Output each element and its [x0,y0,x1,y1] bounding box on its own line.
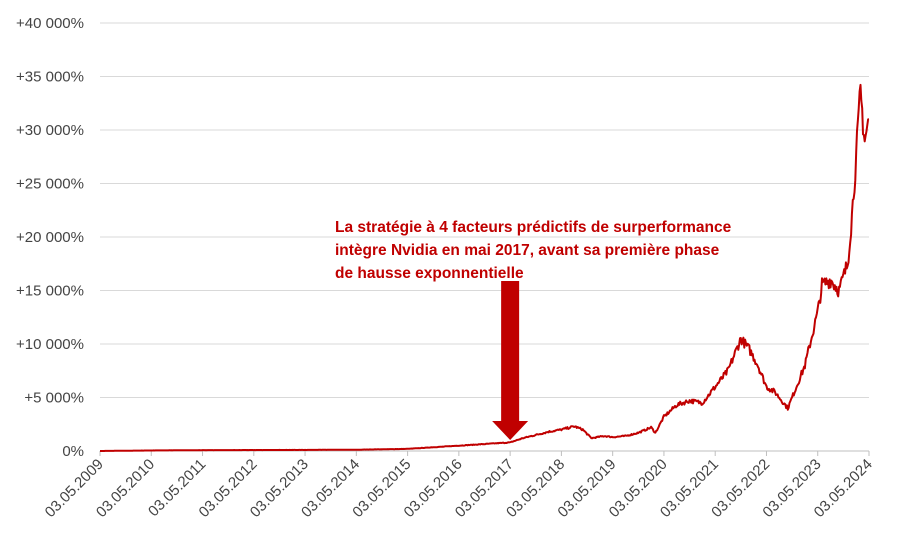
y-tick-label: +20 000% [16,229,84,246]
y-tick-label: +35 000% [16,69,84,86]
annotation-line-2: intègre Nvidia en mai 2017, avant sa pre… [335,242,720,259]
y-tick-label: 0% [62,443,84,460]
y-tick-label: +40 000% [16,15,84,32]
y-tick-label: +10 000% [16,336,84,353]
y-tick-label: +5 000% [24,390,84,407]
y-tick-label: +25 000% [16,176,84,193]
series-line [99,83,870,452]
y-tick-label: +30 000% [16,122,84,139]
chart-annotation: La stratégie à 4 facteurs prédictifs de … [335,216,765,285]
y-tick-label: +15 000% [16,283,84,300]
annotation-line-3: de hausse exponnentielle [335,265,524,282]
annotation-line-1: La stratégie à 4 facteurs prédictifs de … [335,219,732,236]
annotation-arrow [492,281,529,440]
